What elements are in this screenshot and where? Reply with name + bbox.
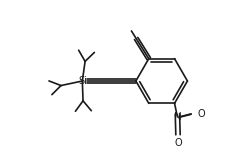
Text: Si: Si — [78, 76, 87, 86]
Text: O: O — [197, 109, 205, 119]
Text: O: O — [174, 138, 182, 148]
Text: N: N — [174, 112, 181, 122]
